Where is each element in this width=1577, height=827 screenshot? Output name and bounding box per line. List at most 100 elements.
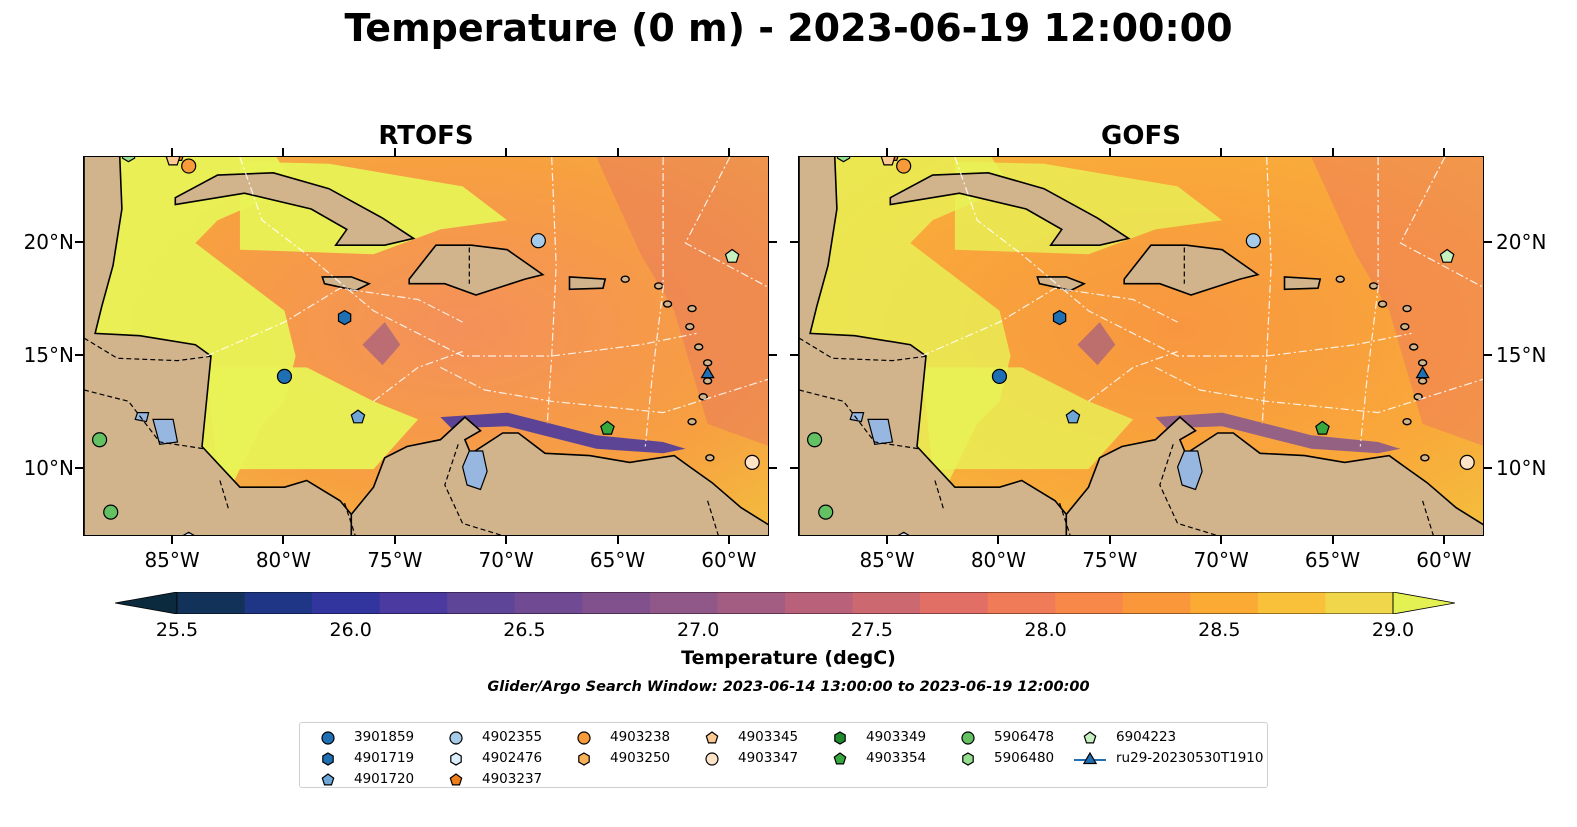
colorbar-segment	[447, 592, 516, 614]
colorbar-tick-label: 27.0	[676, 619, 720, 641]
rtofs-map-svg[interactable]	[84, 157, 769, 536]
hexagon-marker-icon	[578, 752, 590, 766]
platform-marker-6904223[interactable]	[1439, 248, 1455, 263]
platform-marker-4901719[interactable]	[1052, 309, 1067, 326]
platform-marker-3901859[interactable]	[991, 368, 1008, 385]
platform-marker-4903347[interactable]	[1459, 454, 1475, 470]
lat-tick-label: 15°N	[23, 343, 74, 368]
lon-tick-label: 85°W	[144, 548, 200, 572]
platform-marker-4903345[interactable]	[880, 157, 896, 166]
legend-label: 4901720	[354, 771, 415, 787]
lon-tick-label: 80°W	[255, 548, 312, 572]
platform-marker-4902476[interactable]	[182, 531, 195, 536]
platform-marker-4902355[interactable]	[1245, 233, 1261, 249]
legend-label: 4903354	[866, 750, 927, 766]
platform-marker-5906478[interactable]	[91, 432, 108, 448]
lon-tick-mark	[505, 536, 508, 544]
colorbar-segment	[514, 592, 583, 614]
platform-legend: 3901859 4901719 4901720 4902355 4902476 49032…	[299, 722, 1268, 788]
platform-marker-6904223[interactable]	[724, 248, 740, 263]
circle-marker-icon	[961, 731, 975, 745]
legend-label: 4903345	[738, 729, 799, 745]
lon-tick-label: 70°W	[1193, 548, 1249, 572]
colorbar	[115, 592, 1455, 614]
legend-label: 6904223	[1116, 729, 1177, 745]
lon-tick-mark	[1442, 536, 1445, 544]
platform-marker-4903345[interactable]	[165, 157, 181, 166]
colorbar-segment	[177, 592, 246, 614]
panel-title-gofs: GOFS	[1101, 121, 1181, 151]
colorbar-segment	[379, 592, 448, 614]
lat-tick-label: 15°N	[1496, 343, 1547, 368]
platform-marker-5906478[interactable]	[806, 432, 823, 448]
pentagon-marker-icon	[833, 752, 847, 765]
circle-marker-icon	[705, 752, 719, 766]
gofs-map-svg[interactable]	[799, 157, 1484, 536]
colorbar-segment	[1257, 592, 1326, 614]
colorbar-segment	[312, 592, 381, 614]
platform-marker-5906480[interactable]	[121, 157, 136, 163]
platform-marker-5906478b[interactable]	[103, 504, 119, 520]
colorbar-extend-high	[1392, 592, 1455, 614]
lon-tick-mark	[282, 536, 285, 544]
platform-marker-4902476[interactable]	[897, 531, 910, 536]
colorbar-segment	[1055, 592, 1124, 614]
platform-marker-4901720[interactable]	[1065, 409, 1081, 424]
lon-tick-mark	[616, 536, 619, 544]
lon-tick-mark	[171, 148, 174, 156]
platform-marker-4903238[interactable]	[181, 158, 197, 174]
lat-tick-label: 10°N	[23, 456, 74, 481]
platform-marker-4902355[interactable]	[530, 233, 546, 249]
platform-marker-3901859[interactable]	[276, 368, 293, 385]
platform-marker-4903238[interactable]	[896, 158, 912, 174]
lon-tick-mark	[1108, 148, 1111, 156]
lon-tick-mark	[886, 148, 889, 156]
triangle-line-marker-icon	[1074, 751, 1106, 765]
platform-marker-ru29-20230530T1910[interactable]	[1415, 365, 1430, 379]
circle-marker-icon	[321, 731, 335, 745]
lat-tick-label: 10°N	[1496, 456, 1547, 481]
legend-label: 3901859	[354, 729, 415, 745]
platform-marker-5906480[interactable]	[836, 157, 851, 163]
colorbar-tick-label: 29.0	[1371, 619, 1415, 641]
lon-tick-label: 70°W	[478, 548, 534, 572]
colorbar-segment	[987, 592, 1056, 614]
platform-marker-ru29-20230530T1910[interactable]	[700, 365, 715, 379]
legend-label: 4902355	[482, 729, 543, 745]
colorbar-label: Temperature (degC)	[681, 647, 896, 669]
map-panel-rtofs[interactable]	[83, 156, 769, 536]
lon-tick-mark	[997, 536, 1000, 544]
legend-label: 4901719	[354, 750, 415, 766]
platform-marker-5906478b[interactable]	[818, 504, 834, 520]
map-panel-gofs[interactable]	[798, 156, 1484, 536]
lon-tick-mark	[886, 536, 889, 544]
colorbar-tick-label: 27.5	[850, 619, 893, 641]
lat-tick-mark	[769, 354, 777, 357]
lon-tick-mark	[393, 536, 396, 544]
lat-tick-mark	[75, 240, 83, 243]
colorbar-tick-label: 25.5	[155, 619, 199, 641]
search-window-caption: Glider/Argo Search Window: 2023-06-14 13…	[487, 679, 1090, 695]
platform-marker-4903347[interactable]	[744, 454, 760, 470]
lon-tick-mark	[1331, 148, 1334, 156]
lat-tick-mark	[790, 354, 798, 357]
lat-tick-mark	[1484, 240, 1492, 243]
lon-tick-mark	[1442, 148, 1445, 156]
platform-marker-4901720[interactable]	[350, 409, 366, 424]
lat-tick-label: 20°N	[1496, 229, 1547, 254]
colorbar-segment	[920, 592, 989, 614]
colorbar-segment	[244, 592, 313, 614]
platform-marker-4901719[interactable]	[337, 309, 352, 326]
pentagon-marker-icon	[1083, 731, 1097, 744]
legend-label: 4903349	[866, 729, 927, 745]
lon-tick-label: 85°W	[859, 548, 915, 572]
lon-tick-mark	[505, 148, 508, 156]
colorbar-extend-low	[115, 592, 178, 614]
figure-title: Temperature (0 m) - 2023-06-19 12:00:00	[344, 6, 1233, 50]
colorbar-segment	[1122, 592, 1191, 614]
pentagon-marker-icon	[321, 773, 335, 786]
colorbar-tick-label: 28.0	[1024, 619, 1067, 641]
platform-marker-4903354[interactable]	[600, 420, 615, 435]
platform-marker-4903354[interactable]	[1315, 420, 1330, 435]
lon-tick-mark	[393, 148, 396, 156]
